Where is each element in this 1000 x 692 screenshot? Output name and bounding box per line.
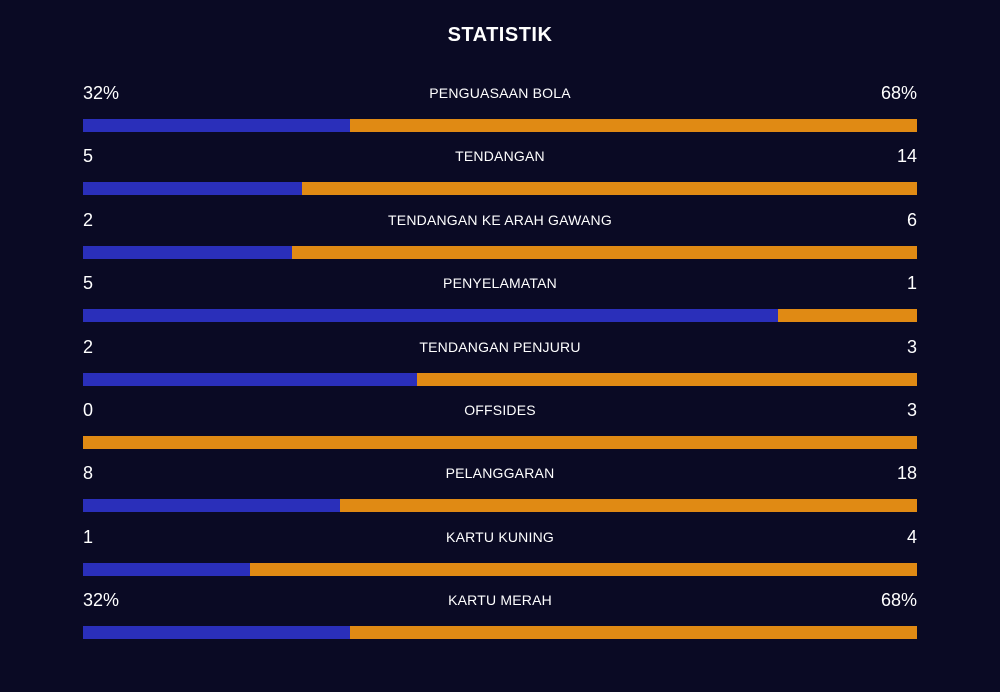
away-value: 1 xyxy=(906,273,917,294)
home-value: 32% xyxy=(83,83,120,103)
home-bar-segment xyxy=(83,245,292,259)
comparison-bar xyxy=(83,182,917,196)
away-value: 18 xyxy=(896,463,917,484)
home-value: 2 xyxy=(83,336,94,357)
home-bar-segment xyxy=(83,182,303,196)
comparison-bar xyxy=(83,372,917,386)
stat-label: KARTU KUNING xyxy=(446,528,554,545)
away-value: 4 xyxy=(906,526,917,547)
stat-label: TENDANGAN PENJURU xyxy=(419,338,581,355)
away-value: 3 xyxy=(906,336,917,357)
stat-row: 1 KARTU KUNING 4 xyxy=(83,523,917,586)
stat-label: OFFSIDES xyxy=(464,401,536,418)
stat-row: 32% PENGUASAAN BOLA 68% xyxy=(83,79,917,142)
home-value: 0 xyxy=(83,399,94,420)
away-value: 3 xyxy=(906,399,917,420)
away-bar-segment xyxy=(302,182,917,196)
home-value: 2 xyxy=(83,209,94,230)
comparison-bar xyxy=(83,119,917,132)
stat-label: PENGUASAAN BOLA xyxy=(429,85,571,101)
home-value: 1 xyxy=(83,526,94,547)
stat-row: 5 TENDANGAN 14 xyxy=(83,142,917,205)
stat-label: TENDANGAN KE ARAH GAWANG xyxy=(388,211,612,228)
home-value: 5 xyxy=(83,273,94,294)
home-bar-segment xyxy=(83,626,350,640)
away-bar-segment xyxy=(339,499,917,513)
home-bar-segment xyxy=(83,562,250,576)
away-bar-segment xyxy=(416,372,917,386)
away-value: 68% xyxy=(880,590,917,611)
comparison-bar xyxy=(83,499,917,513)
stat-row: 5 PENYELAMATAN 1 xyxy=(83,269,917,332)
comparison-bar xyxy=(83,626,917,640)
stats-title: STATISTIK xyxy=(447,24,553,46)
stat-label: PENYELAMATAN xyxy=(443,275,557,292)
stat-label: TENDANGAN xyxy=(455,148,545,165)
away-value: 68% xyxy=(880,83,917,103)
away-bar-segment xyxy=(83,435,917,449)
away-bar-segment xyxy=(349,626,917,640)
stat-row: 2 TENDANGAN KE ARAH GAWANG 6 xyxy=(83,206,917,269)
home-value: 8 xyxy=(83,463,94,484)
comparison-bar xyxy=(83,435,917,449)
stat-label: KARTU MERAH xyxy=(448,592,552,609)
away-bar-segment xyxy=(349,119,917,132)
comparison-bar xyxy=(83,562,917,576)
away-bar-segment xyxy=(249,562,917,576)
home-value: 5 xyxy=(83,146,94,167)
stat-row: 8 PELANGGARAN 18 xyxy=(83,459,917,522)
away-bar-segment xyxy=(291,245,917,259)
stat-row: 0 OFFSIDES 3 xyxy=(83,396,917,459)
stats-list: 32% PENGUASAAN BOLA 68% 5 TENDANGAN 14 2 TENDAN… xyxy=(83,79,917,650)
stat-row: 2 TENDANGAN PENJURU 3 xyxy=(83,333,917,396)
home-bar-segment xyxy=(83,119,350,132)
comparison-bar xyxy=(83,245,917,259)
away-value: 14 xyxy=(896,146,917,167)
away-bar-segment xyxy=(777,309,917,323)
home-bar-segment xyxy=(83,309,778,323)
away-value: 6 xyxy=(906,209,917,230)
stat-row: 32% KARTU MERAH 68% xyxy=(83,586,917,649)
home-bar-segment xyxy=(83,499,340,513)
comparison-bar xyxy=(83,309,917,323)
home-bar-segment xyxy=(83,372,417,386)
stat-label: PELANGGARAN xyxy=(445,465,555,482)
home-value: 32% xyxy=(83,590,120,611)
